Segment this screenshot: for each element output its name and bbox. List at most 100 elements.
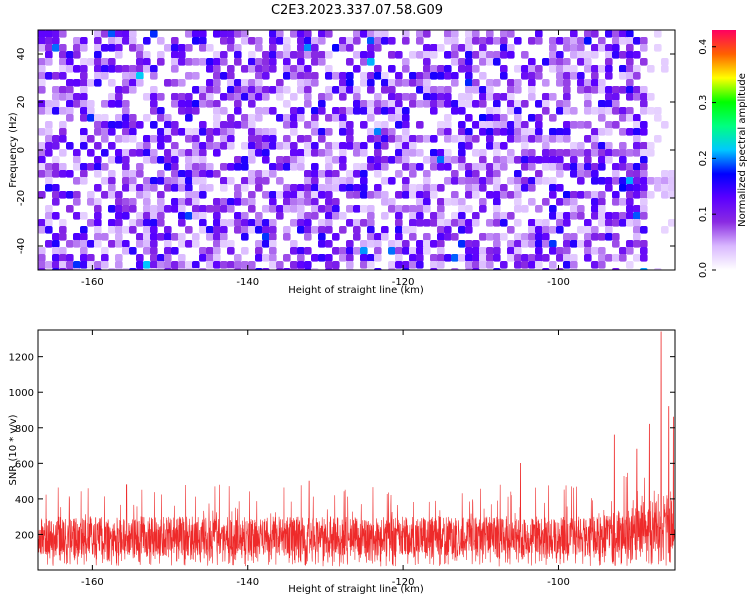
heatmap-cell [500, 93, 508, 101]
heatmap-cell [619, 142, 627, 150]
heatmap-cell [248, 128, 256, 136]
heatmap-cell [283, 184, 291, 192]
heatmap-cell [402, 58, 410, 66]
heatmap-cell [108, 184, 116, 192]
heatmap-cell [598, 149, 606, 157]
heatmap-cell [311, 177, 319, 185]
heatmap-cell [276, 93, 284, 101]
heatmap-cell [269, 58, 277, 66]
heatmap-cell [297, 247, 305, 255]
heatmap-cell [129, 65, 137, 73]
heatmap-cell [290, 121, 298, 129]
heatmap-cell [157, 177, 165, 185]
heatmap-cell [178, 44, 186, 52]
snr-y-tick-label: 200 [15, 530, 34, 541]
heatmap-cell [220, 261, 228, 269]
heatmap-cell [633, 149, 641, 157]
heatmap-cell [591, 261, 599, 269]
heatmap-cell [563, 135, 571, 143]
heatmap-cell [178, 268, 186, 270]
heatmap-cell [87, 100, 95, 108]
heatmap-cell [521, 254, 529, 262]
heatmap-cell [227, 86, 235, 94]
heatmap-cell [598, 254, 606, 262]
heatmap-cell [444, 30, 452, 38]
heatmap-cell [73, 240, 81, 248]
heatmap-cell [647, 107, 655, 115]
heatmap-cell [192, 261, 200, 269]
heatmap-cell [80, 100, 88, 108]
heatmap-cell [325, 205, 333, 213]
heatmap-cell [584, 58, 592, 66]
heatmap-cell [437, 233, 445, 241]
heatmap-cell [304, 44, 312, 52]
heatmap-cell [633, 233, 641, 241]
heatmap-cell [241, 212, 249, 220]
heatmap-cell [290, 198, 298, 206]
heatmap-cell [318, 233, 326, 241]
heatmap-cell [220, 93, 228, 101]
heatmap-cell [444, 93, 452, 101]
heatmap-cell [605, 107, 613, 115]
heatmap-cell [479, 261, 487, 269]
heatmap-cell [437, 128, 445, 136]
heatmap-cell [262, 226, 270, 234]
heatmap-cell [367, 30, 375, 38]
heatmap-cell [549, 226, 557, 234]
heatmap-cell [430, 219, 438, 227]
heatmap-cell [38, 65, 46, 73]
heatmap-cell [633, 205, 641, 213]
heatmap-cell [346, 121, 354, 129]
heatmap-cell [472, 254, 480, 262]
heatmap-cell [549, 184, 557, 192]
heatmap-cell [542, 156, 550, 164]
heatmap-cell [633, 93, 641, 101]
heatmap-cell [409, 51, 417, 59]
heatmap-cell [59, 86, 67, 94]
heatmap-cell [38, 142, 46, 150]
heatmap-cell [262, 254, 270, 262]
heatmap-cell [577, 205, 585, 213]
heatmap-cell [122, 37, 130, 45]
heatmap-cell [661, 58, 669, 66]
heatmap-cell [479, 100, 487, 108]
heatmap-cell [143, 58, 151, 66]
heatmap-cell [115, 205, 123, 213]
heatmap-cell [458, 135, 466, 143]
heatmap-cell [535, 240, 543, 248]
heatmap-cell [381, 156, 389, 164]
heatmap-cell [276, 37, 284, 45]
heatmap-cell [143, 156, 151, 164]
heatmap-cell [171, 198, 179, 206]
heatmap-cell [220, 205, 228, 213]
heatmap-cell [437, 198, 445, 206]
heatmap-cell [290, 72, 298, 80]
heatmap-cell [115, 30, 123, 38]
heatmap-cell [598, 219, 606, 227]
heatmap-cell [311, 268, 319, 270]
heatmap-cell [129, 184, 137, 192]
heatmap-cell [143, 212, 151, 220]
snr-series-line [38, 331, 675, 567]
heatmap-cell [346, 219, 354, 227]
heatmap-cell [192, 86, 200, 94]
heatmap-cell [52, 170, 60, 178]
heatmap-cell [122, 149, 130, 157]
heatmap-cell [353, 247, 361, 255]
heatmap-cell [115, 261, 123, 269]
heatmap-cell [395, 93, 403, 101]
heatmap-cell [339, 177, 347, 185]
heatmap-cell [122, 212, 130, 220]
heatmap-cell [395, 226, 403, 234]
heatmap-cell [101, 149, 109, 157]
heatmap-cell [283, 226, 291, 234]
heatmap-cell [234, 51, 242, 59]
heatmap-cell [626, 205, 634, 213]
heatmap-cell [283, 58, 291, 66]
heatmap-cell [101, 247, 109, 255]
heatmap-cell [199, 156, 207, 164]
heatmap-cell [199, 219, 207, 227]
heatmap-cell [493, 198, 501, 206]
heatmap-cell [87, 107, 95, 115]
